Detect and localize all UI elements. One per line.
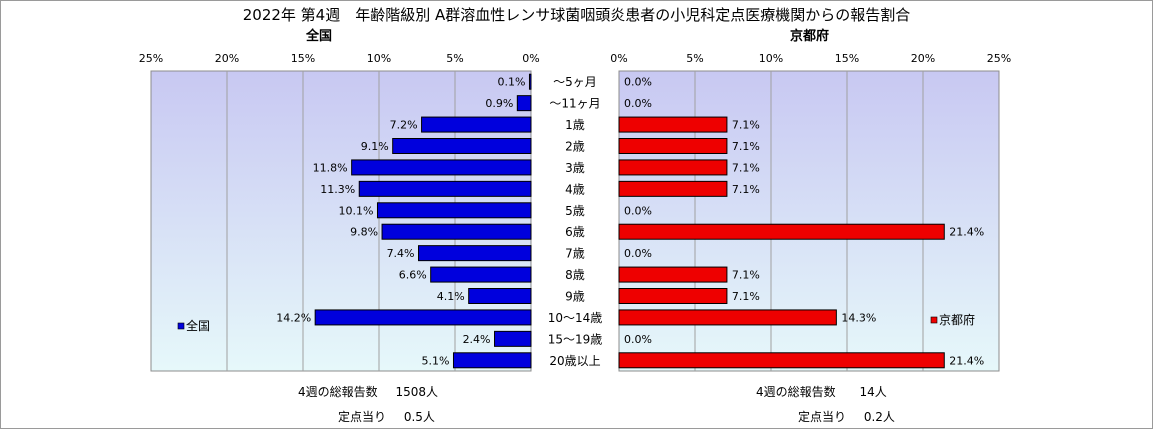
kyoto-per-site-label: 定点当り — [798, 410, 847, 424]
national-bar — [516, 95, 532, 112]
kyoto-bar — [618, 180, 728, 197]
national-per-site-label: 定点当り — [338, 410, 387, 424]
national-total: 4週の総報告数 1508人 — [298, 383, 438, 400]
national-bar-value-label: 5.1% — [422, 354, 450, 367]
kyoto-bar — [618, 138, 728, 154]
kyoto-total: 4週の総報告数 14人 — [756, 383, 887, 400]
national-bar-value-label: 9.8% — [350, 226, 378, 239]
kyoto-bar-value-label: 0.0% — [624, 97, 652, 110]
kyoto-legend-swatch — [930, 316, 938, 324]
age-category-label: 20歳以上 — [549, 354, 600, 368]
national-x-tick-label: 15% — [291, 52, 315, 65]
national-bar-value-label: 14.2% — [276, 311, 311, 324]
national-per-site: 定点当り 0.5人 — [338, 408, 435, 425]
national-per-site-value: 0.5人 — [403, 410, 435, 424]
kyoto-bar — [618, 309, 837, 326]
kyoto-x-tick-label: 0% — [610, 52, 627, 65]
age-category-label: 15～19歳 — [548, 332, 603, 346]
age-category-label: ～5ヶ月 — [553, 75, 597, 89]
kyoto-x-tick-label: 15% — [835, 52, 859, 65]
national-bar — [392, 138, 532, 154]
national-panel-title: 全国 — [306, 29, 333, 44]
national-bar — [376, 202, 532, 219]
national-x-tick-label: 0% — [522, 52, 539, 65]
national-bar — [421, 116, 532, 133]
national-legend-swatch — [177, 322, 185, 330]
kyoto-bar-value-label: 14.3% — [841, 311, 876, 324]
national-bar-value-label: 0.9% — [485, 97, 513, 110]
national-bar — [430, 266, 532, 283]
kyoto-bar — [618, 288, 728, 304]
age-category-label: ～11ヶ月 — [549, 97, 600, 111]
kyoto-legend-label: 京都府 — [939, 312, 975, 327]
national-bar — [358, 180, 532, 197]
national-x-tick-label: 20% — [215, 52, 239, 65]
kyoto-bar-value-label: 7.1% — [732, 119, 760, 132]
kyoto-x-tick-label: 20% — [911, 52, 935, 65]
national-x-tick-label: 25% — [139, 52, 163, 65]
national-bar-value-label: 10.1% — [339, 204, 374, 217]
national-bar-value-label: 11.8% — [313, 161, 348, 174]
national-total-label: 4週の総報告数 — [298, 385, 378, 399]
kyoto-total-value: 14人 — [859, 385, 887, 399]
kyoto-bar-value-label: 7.1% — [732, 269, 760, 282]
kyoto-bar — [618, 266, 728, 283]
national-bar-value-label: 2.4% — [463, 333, 491, 346]
kyoto-bar — [618, 159, 728, 176]
national-bar — [468, 288, 532, 304]
kyoto-bar-value-label: 0.0% — [624, 247, 652, 260]
chart-title: 2022年 第4週 年齢階級別 A群溶血性レンサ球菌咽頭炎患者の小児科定点医療機… — [242, 6, 911, 24]
age-category-label: 7歳 — [565, 247, 585, 261]
national-bar — [528, 73, 532, 90]
kyoto-bar-value-label: 21.4% — [949, 226, 984, 239]
age-category-label: 4歳 — [565, 182, 585, 196]
kyoto-per-site: 定点当り 0.2人 — [798, 408, 895, 425]
kyoto-bar — [618, 116, 728, 133]
national-bar — [381, 223, 532, 240]
national-bar-value-label: 4.1% — [437, 290, 465, 303]
kyoto-bar-value-label: 7.1% — [732, 140, 760, 153]
national-bar-value-label: 6.6% — [399, 269, 427, 282]
kyoto-panel-title: 京都府 — [790, 29, 830, 44]
kyoto-bar-value-label: 0.0% — [624, 333, 652, 346]
national-bar-value-label: 0.1% — [498, 76, 526, 89]
national-bar — [494, 330, 532, 347]
national-bar — [314, 309, 532, 326]
age-category-label: 5歳 — [565, 204, 585, 218]
kyoto-bar-value-label: 7.1% — [732, 161, 760, 174]
national-total-value: 1508人 — [395, 385, 439, 399]
kyoto-x-tick-label: 10% — [759, 52, 783, 65]
national-bar-value-label: 7.4% — [387, 247, 415, 260]
kyoto-bar-value-label: 21.4% — [949, 354, 984, 367]
age-category-label: 3歳 — [565, 161, 585, 175]
national-bar-value-label: 11.3% — [320, 183, 355, 196]
national-bar-value-label: 7.2% — [390, 119, 418, 132]
age-category-label: 8歳 — [565, 268, 585, 282]
age-category-label: 10～14歳 — [548, 311, 603, 325]
age-category-label: 1歳 — [565, 118, 585, 132]
kyoto-bar-value-label: 7.1% — [732, 290, 760, 303]
age-category-label: 2歳 — [565, 140, 585, 154]
age-category-label: 6歳 — [565, 225, 585, 239]
national-bar — [418, 245, 532, 262]
national-x-tick-label: 5% — [446, 52, 463, 65]
kyoto-bar-value-label: 0.0% — [624, 76, 652, 89]
kyoto-x-tick-label: 5% — [686, 52, 703, 65]
national-bar-value-label: 9.1% — [361, 140, 389, 153]
kyoto-total-label: 4週の総報告数 — [756, 385, 836, 399]
kyoto-bar-value-label: 0.0% — [624, 204, 652, 217]
kyoto-x-tick-label: 25% — [987, 52, 1011, 65]
age-category-label: 9歳 — [565, 290, 585, 304]
kyoto-bar — [618, 223, 945, 240]
national-legend-label: 全国 — [186, 318, 210, 333]
kyoto-bar — [618, 352, 945, 369]
kyoto-bar-value-label: 7.1% — [732, 183, 760, 196]
national-x-tick-label: 10% — [367, 52, 391, 65]
kyoto-per-site-value: 0.2人 — [863, 410, 895, 424]
national-bar — [351, 159, 532, 176]
national-bar — [452, 352, 532, 369]
